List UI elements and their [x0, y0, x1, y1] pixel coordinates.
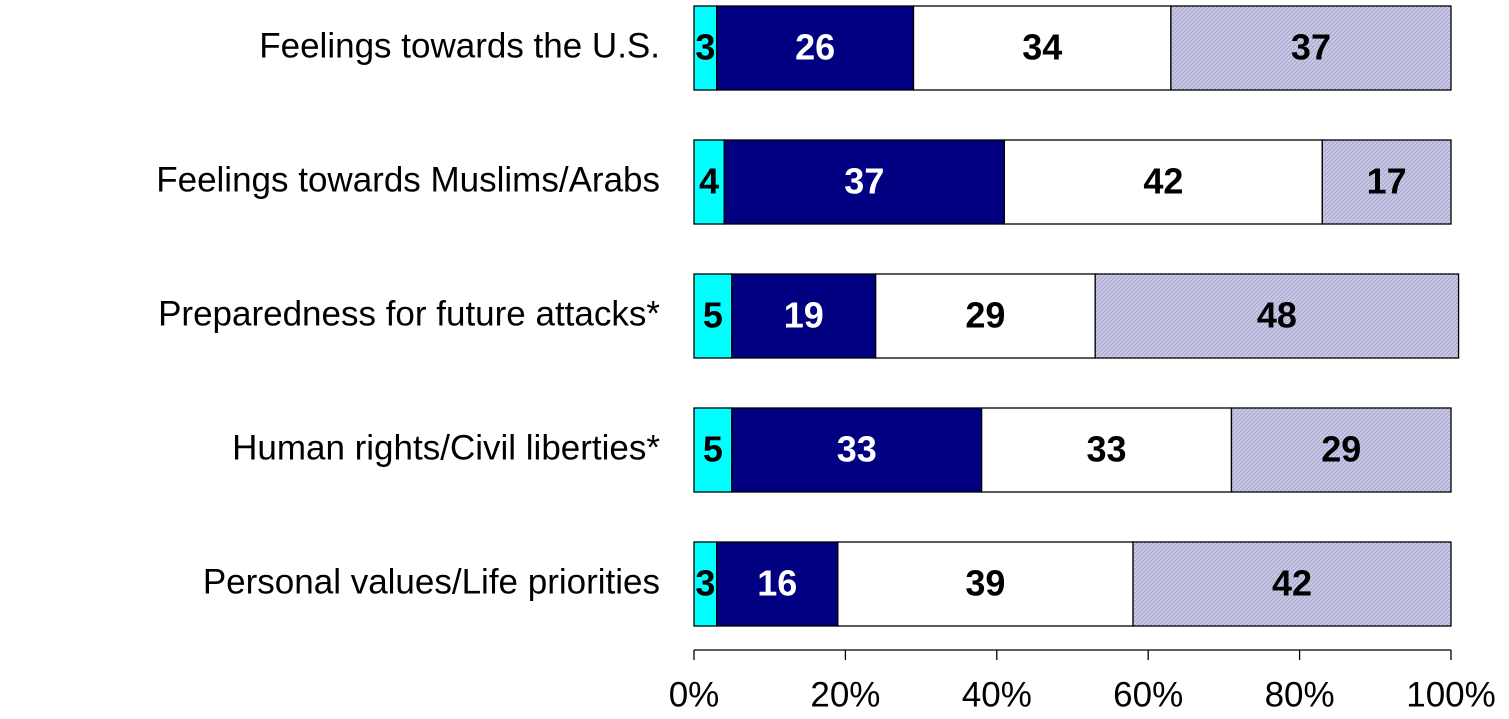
value-label: 29	[1321, 429, 1361, 470]
category-label: Personal values/Life priorities	[203, 562, 660, 601]
value-label: 26	[795, 27, 835, 68]
x-tick-label: 0%	[669, 675, 720, 714]
value-label: 19	[784, 295, 824, 336]
bar-segment	[912, 5, 1172, 91]
bar-segment	[693, 273, 733, 359]
value-label: 3	[695, 563, 715, 604]
value-label: 48	[1257, 295, 1297, 336]
bar-segment	[981, 407, 1233, 493]
value-label: 3	[695, 27, 715, 68]
bar-segment	[1003, 139, 1323, 225]
x-tick-label: 40%	[962, 675, 1032, 714]
value-label: 37	[844, 161, 884, 202]
value-label: 29	[965, 295, 1005, 336]
bar-segment	[1094, 273, 1460, 359]
value-label: 5	[703, 429, 723, 470]
value-label: 17	[1367, 161, 1407, 202]
x-tick-label: 80%	[1265, 675, 1335, 714]
bar-segment	[723, 139, 1006, 225]
value-label: 5	[703, 295, 723, 336]
value-label: 34	[1022, 27, 1062, 68]
bar-segment	[875, 273, 1096, 359]
x-tick-label: 100%	[1406, 675, 1496, 714]
bar-segment	[731, 407, 983, 493]
bar-segment	[837, 541, 1134, 627]
value-label: 39	[965, 563, 1005, 604]
x-tick-label: 20%	[810, 675, 880, 714]
bar-segment	[1230, 407, 1452, 493]
value-label: 42	[1272, 563, 1312, 604]
bar-segment	[731, 273, 877, 359]
bar-segment	[1170, 5, 1452, 91]
category-label: Feelings towards the U.S.	[259, 26, 660, 65]
value-label: 33	[1087, 429, 1127, 470]
value-label: 4	[699, 161, 719, 202]
category-label: Preparedness for future attacks*	[158, 294, 660, 333]
value-label: 16	[757, 563, 797, 604]
category-label: Human rights/Civil liberties*	[232, 428, 660, 467]
x-tick-label: 60%	[1113, 675, 1183, 714]
bar-segment	[1132, 541, 1452, 627]
bar-segment	[716, 5, 915, 91]
bar-segment	[1321, 139, 1452, 225]
value-label: 37	[1291, 27, 1331, 68]
value-label: 42	[1143, 161, 1183, 202]
bar-segment	[693, 407, 733, 493]
category-label: Feelings towards Muslims/Arabs	[156, 160, 660, 199]
bar-segment	[693, 139, 725, 225]
value-label: 33	[837, 429, 877, 470]
